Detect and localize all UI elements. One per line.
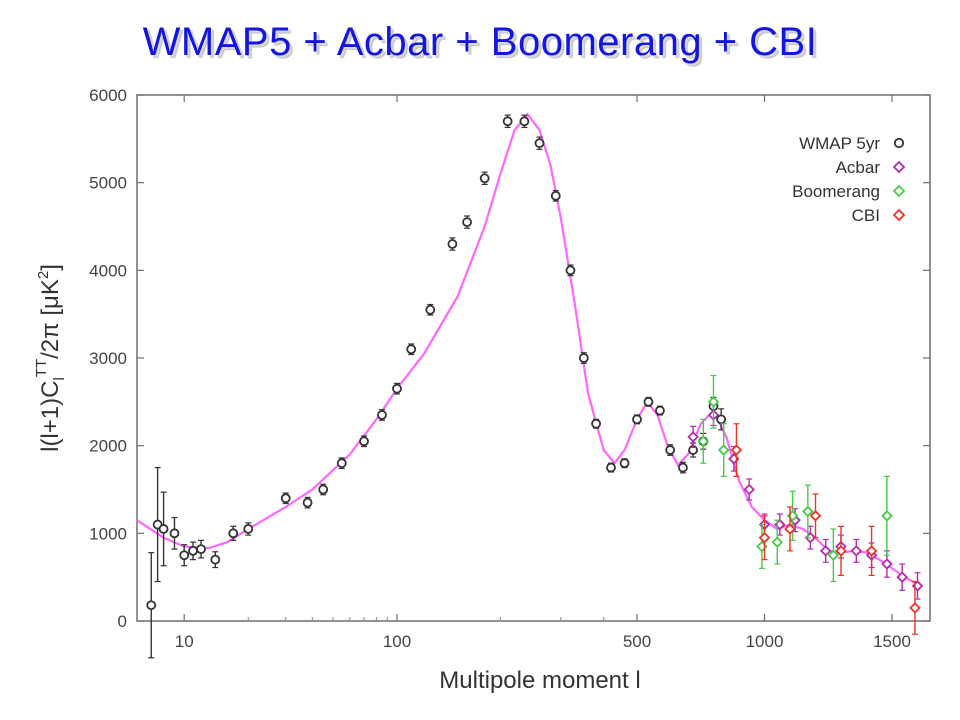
legend-marker-acbar [892, 160, 906, 174]
wmap-5yr-point-6 [196, 544, 206, 555]
wmap-5yr-point-12 [318, 484, 329, 495]
acbar-point-3 [743, 483, 755, 496]
cbi-point-1 [758, 531, 771, 544]
boomerang-point-8 [881, 510, 893, 522]
cbi-point-2 [784, 523, 796, 535]
y-axis-title-sup2: 2 [35, 271, 52, 279]
wmap-5yr-point-33 [655, 405, 665, 416]
cbi-point-6 [909, 602, 921, 614]
x-tick-label-4: 1500 [873, 632, 911, 651]
legend-label-boomerang: Boomerang [792, 182, 880, 201]
wmap-5yr-point-29 [606, 462, 616, 473]
cbi-point-4 [835, 545, 847, 557]
wmap-5yr-point-25 [550, 190, 561, 201]
acbar-point-13 [896, 571, 908, 583]
wmap-5yr-point-4 [179, 550, 190, 561]
wmap-5yr-point-14 [359, 436, 369, 447]
y-axis-title-sub: l [51, 377, 68, 380]
boomerang-point-6 [802, 505, 814, 518]
y-tick-label-0: 0 [118, 612, 127, 631]
wmap-5yr-point-3 [169, 528, 180, 539]
wmap-5yr-point-19 [447, 239, 458, 249]
y-tick-label-6: 6000 [89, 86, 127, 105]
legend-marker-cbi [892, 208, 906, 222]
boomerang-point-4 [771, 536, 784, 548]
acbar-point-0 [687, 431, 699, 443]
wmap-5yr-point-35 [678, 462, 688, 473]
legend-marker-wmap-5yr [893, 137, 905, 149]
legend-label-cbi: CBI [852, 206, 880, 225]
legend-marker-boomerang [892, 184, 906, 198]
x-tick-label-3: 1000 [746, 632, 784, 651]
acbar-point-12 [881, 558, 893, 570]
wmap-5yr-point-26 [565, 265, 576, 276]
x-axis-title: Multipole moment l [439, 667, 640, 694]
wmap-5yr-point-5 [188, 545, 198, 556]
wmap-5yr-point-17 [406, 344, 417, 355]
cbi-point-3 [809, 510, 822, 522]
y-tick-label-4: 4000 [89, 261, 127, 280]
y-tick-label-5: 5000 [89, 174, 127, 193]
wmap-5yr-point-11 [302, 497, 313, 508]
wmap-5yr-point-7 [210, 554, 221, 565]
x-axis-ticks: 10 100 500 1000 1500 [175, 95, 911, 651]
y-axis-title-base: l(l+1)C [37, 381, 64, 452]
boomerang-point-1 [707, 396, 720, 408]
x-tick-label-0: 10 [175, 632, 194, 651]
y-tick-label-2: 2000 [89, 437, 127, 456]
wmap-5yr-point-22 [502, 116, 513, 127]
wmap-5yr-point-23 [519, 116, 530, 127]
wmap-5yr-point-13 [336, 458, 347, 469]
legend-label-wmap-5yr: WMAP 5yr [799, 134, 880, 153]
y-axis-title-tail: /2π [μK [37, 279, 64, 359]
wmap-5yr-point-2 [158, 524, 169, 534]
wmap-5yr-point-39 [716, 414, 727, 425]
wmap-5yr-point-15 [377, 410, 387, 420]
cbi-point-5 [865, 545, 878, 557]
wmap-5yr-point-30 [619, 458, 630, 469]
y-tick-label-3: 3000 [89, 349, 127, 368]
wmap-5yr-point-20 [462, 217, 472, 228]
wmap-5yr-point-9 [243, 524, 254, 534]
wmap-5yr-point-31 [632, 414, 642, 425]
data-points-group [146, 114, 924, 659]
x-tick-label-1: 100 [383, 632, 411, 651]
x-tick-label-2: 500 [623, 632, 651, 651]
wmap-5yr-point-10 [280, 493, 291, 504]
y-tick-label-1: 1000 [89, 524, 127, 543]
y-axis-title: l(l+1)ClTT/2π [μK2] [33, 264, 68, 452]
wmap-5yr-point-34 [665, 445, 676, 455]
y-axis-ticks: 0 1000 2000 3000 4000 5000 6000 [89, 86, 930, 631]
wmap-5yr-point-18 [425, 304, 436, 315]
acbar-point-8 [819, 545, 832, 557]
wmap-5yr-point-0 [146, 600, 157, 611]
legend: WMAP 5yr Acbar Boomerang CBI [792, 134, 906, 225]
plot-frame [136, 94, 931, 622]
wmap-5yr-point-28 [591, 418, 601, 429]
wmap-5yr-point-24 [534, 138, 545, 149]
boomerang-point-0 [697, 435, 710, 448]
slide-title: WMAP5 + Acbar + Boomerang + CBI [142, 20, 818, 64]
wmap-5yr-point-32 [643, 396, 654, 407]
wmap-5yr-point-16 [392, 383, 402, 394]
legend-label-acbar: Acbar [836, 158, 881, 177]
boomerang-point-7 [827, 549, 840, 562]
wmap-5yr-point-21 [479, 173, 490, 184]
y-axis-title-sup: TT [33, 359, 50, 377]
acbar-point-10 [850, 545, 863, 557]
y-axis-title-end: ] [37, 264, 64, 271]
wmap-5yr-point-8 [228, 528, 239, 539]
cbi-point-0 [730, 444, 743, 456]
boomerang-point-2 [717, 444, 730, 456]
wmap-5yr-point-27 [578, 353, 589, 363]
